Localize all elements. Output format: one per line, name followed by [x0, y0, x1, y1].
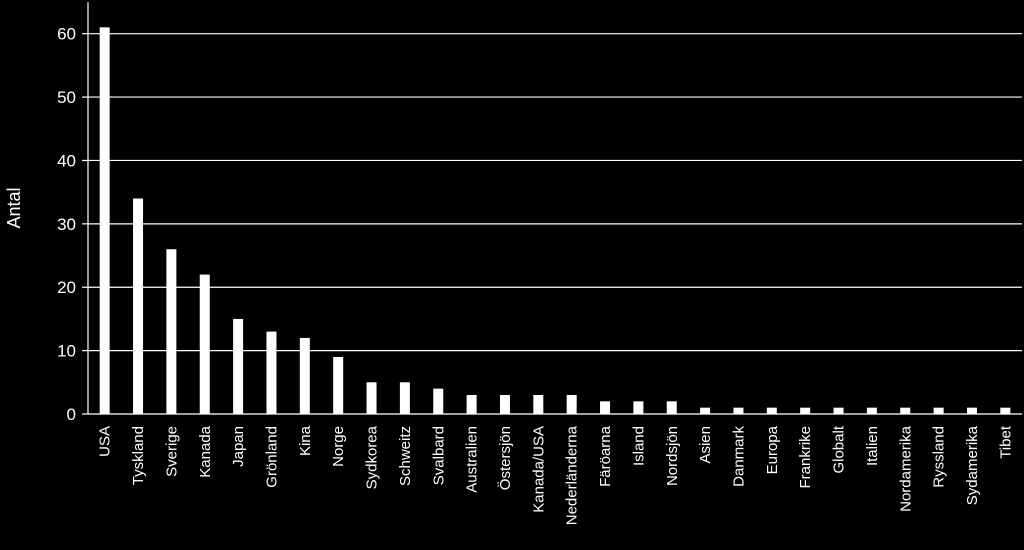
x-tick-label: Schweitz: [397, 426, 414, 486]
x-tick-label: Danmark: [730, 426, 747, 487]
bar-19: [733, 407, 744, 414]
x-tick-label: Ryssland: [931, 426, 948, 488]
bar-7: [333, 356, 344, 414]
bar-11: [466, 394, 477, 414]
x-tick-label: Norge: [330, 426, 347, 467]
x-tick-label: Sverige: [163, 426, 180, 477]
y-tick-label: 20: [57, 278, 76, 297]
x-tick-label: Kanada: [197, 425, 214, 477]
bar-20: [766, 407, 777, 414]
x-tick-label: Nordamerika: [897, 425, 914, 512]
x-tick-label: Asien: [697, 426, 714, 464]
bar-8: [366, 382, 377, 414]
bar-0: [99, 27, 110, 414]
x-tick-label: Nordsjön: [664, 426, 681, 486]
x-tick-label: Australien: [464, 426, 481, 493]
bar-12: [499, 394, 510, 414]
y-tick-label: 10: [57, 342, 76, 361]
bar-14: [566, 394, 577, 414]
x-tick-label: Sydkorea: [364, 425, 381, 489]
gridlines: [88, 33, 1022, 352]
y-tick-label: 0: [67, 405, 76, 424]
x-tick-label: Tibet: [997, 425, 1014, 459]
bar-16: [633, 401, 644, 414]
x-tick-label: Sydamerika: [964, 425, 981, 505]
x-tick-label: Färöarna: [597, 425, 614, 487]
x-tick-label: Svalbard: [430, 426, 447, 485]
x-tick-label: Japan: [230, 426, 247, 467]
y-tick-label: 30: [57, 215, 76, 234]
y-axis-title: Antal: [4, 187, 24, 228]
x-axis-labels: USA Tyskland Sverige Kanada Japan Grönland Kin…: [97, 425, 1015, 525]
x-tick-label: Kanada/USA: [530, 426, 547, 513]
y-tick-label: 50: [57, 88, 76, 107]
x-tick-label: Nederländerna: [564, 425, 581, 525]
x-tick-label: Europa: [764, 425, 781, 474]
x-tick-label: Östersjön: [496, 426, 514, 490]
x-tick-label: Globalt: [831, 425, 848, 473]
x-tick-label: Kina: [297, 425, 314, 456]
y-tick-label: 60: [57, 25, 76, 44]
bar-26: [966, 407, 977, 414]
bar-17: [666, 401, 677, 414]
bar-1: [133, 198, 144, 414]
x-tick-label: Island: [630, 426, 647, 466]
x-tick-label: Frankrike: [797, 426, 814, 489]
x-tick-label: Tyskland: [130, 426, 147, 485]
bar-6: [299, 337, 310, 414]
bar-2: [166, 249, 177, 414]
bar-24: [900, 407, 911, 414]
x-tick-label: Italien: [864, 426, 881, 466]
bar-23: [866, 407, 877, 414]
bar-13: [533, 394, 544, 414]
bar-9: [399, 382, 410, 414]
bar-5: [266, 331, 277, 414]
x-tick-label: Grönland: [263, 426, 280, 488]
bar-18: [700, 407, 711, 414]
x-tick-label: USA: [97, 426, 114, 457]
bar-22: [833, 407, 844, 414]
bar-4: [233, 318, 244, 414]
bar-3: [199, 274, 210, 414]
bar-15: [600, 401, 611, 414]
bar-21: [800, 407, 811, 414]
y-axis-ticks: 0 10 20 30 40 50 60: [57, 25, 88, 424]
bars: [99, 27, 1011, 414]
bar-27: [1000, 407, 1011, 414]
bar-25: [933, 407, 944, 414]
y-tick-label: 40: [57, 151, 76, 170]
bar-10: [433, 388, 444, 414]
